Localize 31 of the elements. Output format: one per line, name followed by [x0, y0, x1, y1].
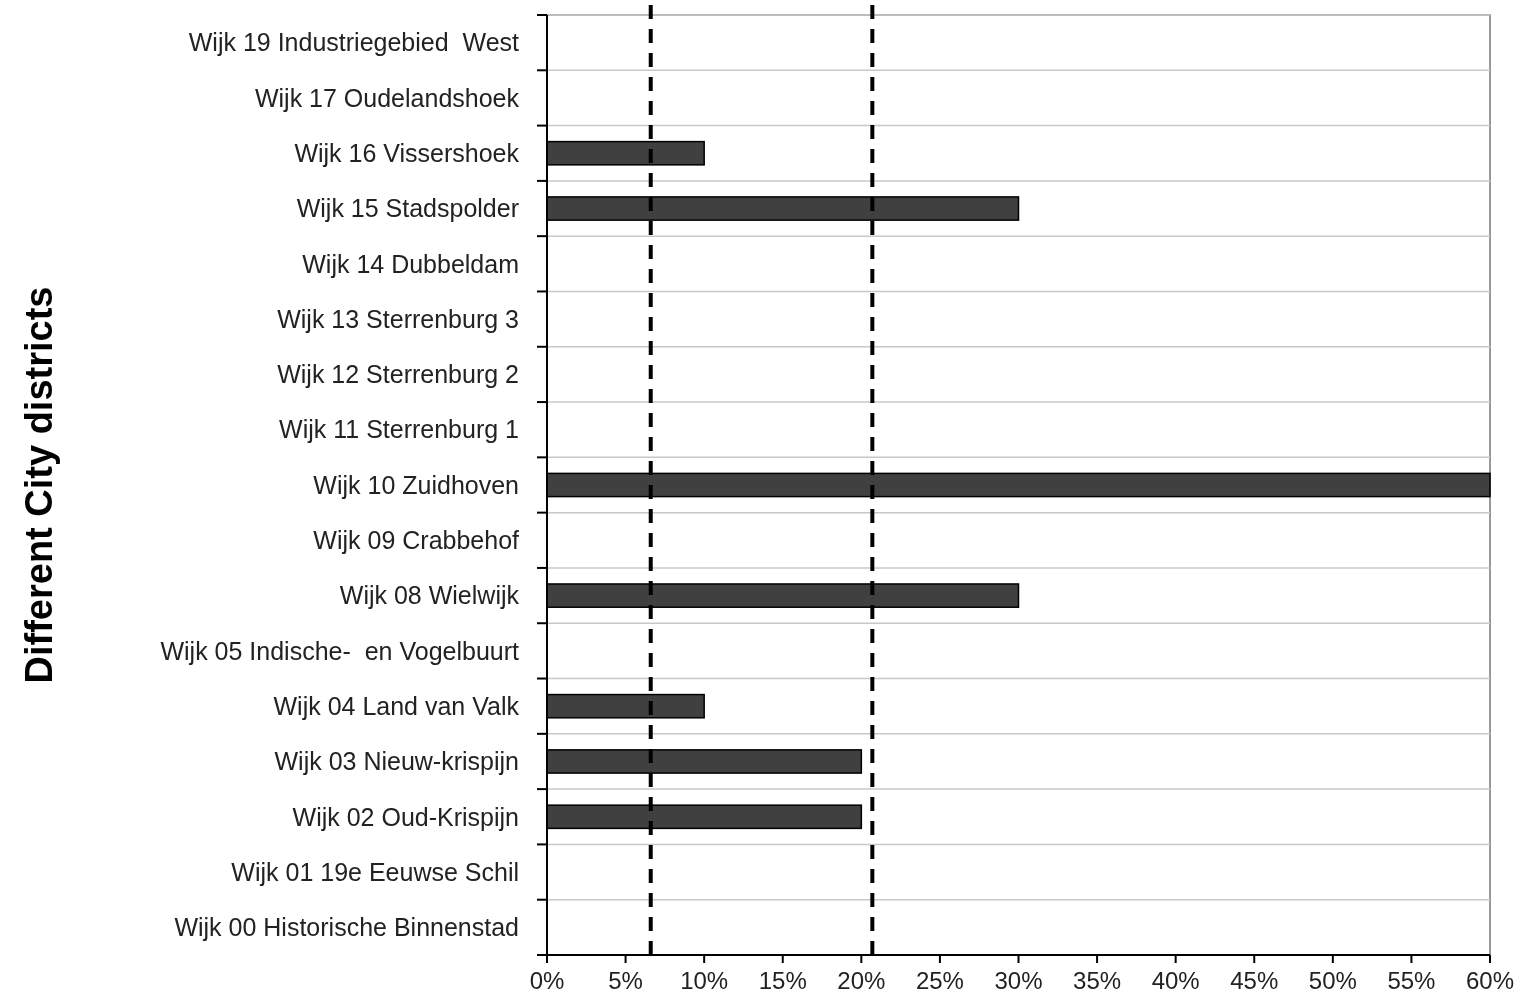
x-tick-label: 45%	[1230, 967, 1279, 994]
x-tick-label: 60%	[1465, 967, 1515, 994]
x-tick-label: 30%	[994, 967, 1043, 994]
x-tick-label: 40%	[1151, 967, 1200, 994]
y-tick-label: Wijk 02 Oud-Krispijn	[292, 802, 519, 831]
y-tick-label: Wijk 16 Vissershoek	[294, 138, 520, 167]
y-tick-label: Wijk 19 Industriegebied West	[188, 28, 520, 57]
y-tick-label: Wijk 03 Nieuw-krispijn	[274, 747, 519, 776]
x-tick-label: 5%	[608, 967, 643, 994]
x-tick-label: 20%	[837, 967, 886, 994]
x-tick-label: 35%	[1073, 967, 1122, 994]
x-tick-label: 0%	[529, 967, 565, 994]
x-tick-label: 50%	[1308, 967, 1357, 994]
y-tick-label: Wijk 10 Zuidhoven	[313, 470, 519, 499]
x-tick-label: 15%	[758, 967, 807, 994]
y-tick-label: Wijk 15 Stadspolder	[296, 194, 519, 223]
x-tick-label: 10%	[680, 967, 729, 994]
y-tick-label: Wijk 13 Sterrenburg 3	[277, 304, 519, 333]
y-axis-title: Different City districts	[18, 286, 60, 684]
x-tick-label: 55%	[1387, 967, 1436, 994]
y-tick-label: Wijk 01 19e Eeuwse Schil	[231, 857, 519, 886]
y-tick-label: Wijk 04 Land van Valk	[273, 691, 520, 720]
y-tick-label: Wijk 17 Oudelandshoek	[254, 83, 520, 112]
x-tick-label: 25%	[915, 967, 964, 994]
y-tick-label: Wijk 09 Crabbehof	[313, 526, 520, 555]
y-tick-label: Wijk 08 Wielwijk	[339, 581, 520, 610]
y-tick-label: Wijk 00 Historische Binnenstad	[174, 913, 519, 942]
y-tick-label: Wijk 05 Indische- en Vogelbuurt	[160, 636, 520, 665]
y-tick-label: Wijk 12 Sterrenburg 2	[277, 360, 519, 389]
y-tick-label: Wijk 14 Dubbeldam	[302, 249, 519, 278]
y-tick-label: Wijk 11 Sterrenburg 1	[279, 415, 519, 444]
